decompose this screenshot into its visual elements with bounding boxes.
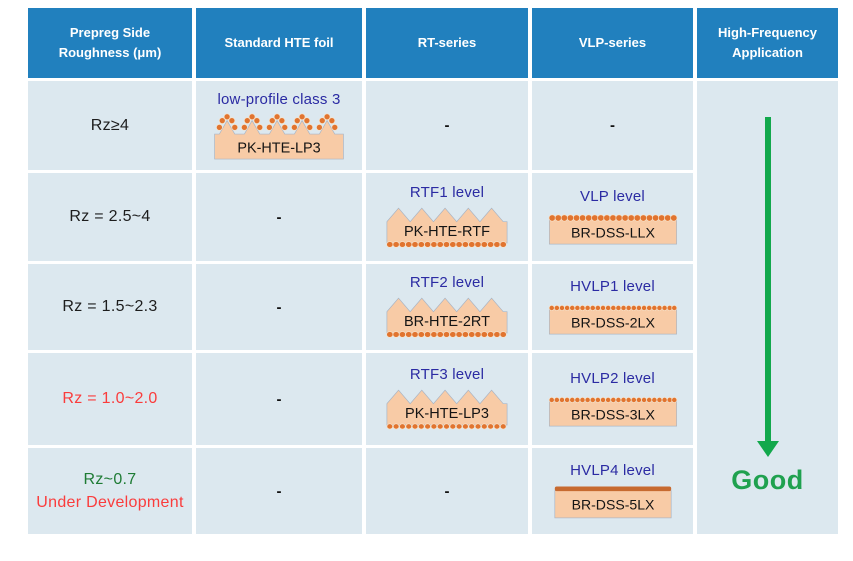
beaded-top-foil-icon: BR-DSS-2LX [548, 305, 677, 335]
rt-empty-cell: - [366, 448, 528, 534]
vlp-empty-cell: - [532, 81, 693, 170]
roughness-rz25-4: Rz = 2.5~4 [28, 173, 192, 261]
standard-empty-cell: - [196, 264, 362, 350]
col-header-standard: Standard HTE foil [196, 8, 362, 78]
zigzag-beaded-foil-icon: PK-HTE-RTF [386, 207, 508, 248]
foil-product-label: PK-HTE-LP3 [405, 406, 489, 422]
vlp-foil-cell: HVLP4 level BR-DSS-5LX [532, 448, 693, 534]
beaded-top-foil-icon: BR-DSS-3LX [548, 397, 677, 427]
beaded-top-foil-icon: BR-DSS-LLX [548, 214, 677, 245]
standard-hte-cell: low-profile class 3 PK-HTE-LP3 [196, 81, 362, 170]
col-header-roughness: Prepreg Side Roughness (μm) [28, 8, 192, 78]
rt-foil-cell: RTF3 level PK-HTE-LP3 [366, 353, 528, 445]
col-header-application: High-Frequency Application [697, 8, 838, 78]
vlp-foil-cell: VLP level BR-DSS-LLX [532, 173, 693, 261]
down-arrow-head-icon [756, 441, 779, 457]
foil-product-label: BR-HTE-2RT [404, 314, 490, 330]
vlp-level-label: HVLP2 level [570, 370, 655, 387]
foil-product-label: BR-DSS-5LX [571, 496, 654, 512]
col-header-rt-series: RT-series [366, 8, 528, 78]
rt-level-label: RTF3 level [409, 365, 485, 383]
roughness-rz10-20: Rz = 1.0~2.0 [28, 353, 192, 445]
foil-product-label: BR-DSS-2LX [571, 315, 655, 331]
rt-foil-cell: RTF2 level BR-HTE-2RT [366, 264, 528, 350]
standard-empty-cell: - [196, 353, 362, 445]
foil-product-label: PK-HTE-LP3 [237, 140, 320, 156]
down-arrow-line [764, 117, 771, 441]
foil-product-label: BR-DSS-LLX [571, 225, 655, 241]
foil-product-label: PK-HTE-RTF [404, 224, 490, 240]
rt-level-label: RTF1 level [409, 183, 485, 201]
roughness-rz4: Rz≥4 [28, 81, 192, 170]
zigzag-beaded-foil-icon: PK-HTE-LP3 [386, 389, 508, 429]
vlp-level-label: HVLP1 level [570, 278, 655, 295]
standard-empty-cell: - [196, 448, 362, 534]
smooth-top-foil-icon: BR-DSS-5LX [553, 486, 672, 519]
foil-product-label: BR-DSS-3LX [571, 407, 655, 423]
under-development-label: Under Development [36, 494, 184, 511]
nodule-peak-foil-icon: PK-HTE-LP3 [214, 112, 344, 159]
vlp-foil-cell: HVLP2 level BR-DSS-3LX [532, 353, 693, 445]
vlp-level-label: HVLP4 level [570, 462, 655, 479]
high-frequency-arrow-cell: Good [697, 81, 838, 534]
vlp-foil-cell: HVLP1 level BR-DSS-2LX [532, 264, 693, 350]
zigzag-beaded-foil-icon: BR-HTE-2RT [386, 297, 508, 338]
good-label: Good [731, 465, 804, 495]
rt-level-label: RTF2 level [409, 273, 485, 291]
standard-empty-cell: - [196, 173, 362, 261]
vlp-level-label: VLP level [580, 188, 645, 205]
roughness-rz07: Rz~0.7 Under Development [28, 448, 192, 534]
col-header-vlp-series: VLP-series [532, 8, 693, 78]
roughness-rz15-23: Rz = 1.5~2.3 [28, 264, 192, 350]
foil-roughness-table: Prepreg Side Roughness (μm) Standard HTE… [28, 8, 838, 534]
standard-level-label: low-profile class 3 [217, 90, 341, 108]
rt-empty-cell: - [366, 81, 528, 170]
roughness-value: Rz~0.7 [83, 470, 137, 488]
rt-foil-cell: RTF1 level PK-HTE-RTF [366, 173, 528, 261]
